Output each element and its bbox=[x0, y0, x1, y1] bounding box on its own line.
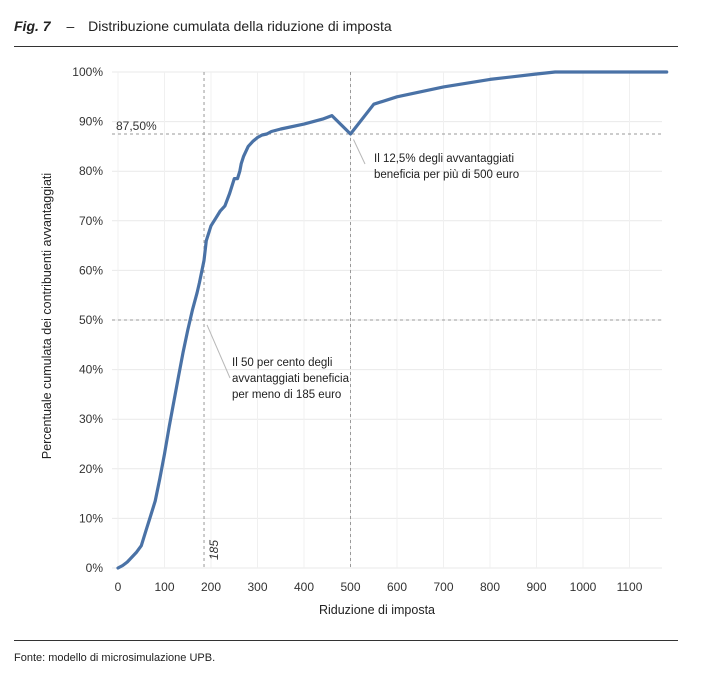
p875-y-label: 87,50% bbox=[116, 119, 157, 133]
figure-source: Fonte: modello di microsimulazione UPB. bbox=[14, 652, 216, 664]
x-tick-label: 300 bbox=[247, 580, 267, 594]
y-tick-label: 40% bbox=[79, 363, 103, 377]
median-annotation-line: avvantaggiati beneficia bbox=[232, 373, 350, 385]
p875-annotation-line: Il 12,5% degli avvantaggiati bbox=[374, 153, 514, 165]
x-tick-label: 800 bbox=[480, 580, 500, 594]
x-tick-label: 700 bbox=[433, 580, 453, 594]
x-tick-label: 900 bbox=[526, 580, 546, 594]
x-axis-title: Riduzione di imposta bbox=[319, 603, 435, 617]
y-tick-label: 100% bbox=[72, 65, 103, 79]
x-tick-label: 1100 bbox=[617, 580, 643, 594]
median-annotation-line: Il 50 per cento degli bbox=[232, 357, 332, 369]
figure-number: Fig. 7 bbox=[14, 18, 51, 34]
median-annotation-line: per meno di 185 euro bbox=[232, 389, 341, 401]
median-x-label: 185 bbox=[207, 540, 221, 560]
y-tick-label: 20% bbox=[79, 462, 103, 476]
footer-rule bbox=[14, 640, 678, 641]
x-tick-label: 200 bbox=[201, 580, 221, 594]
cumulative-distribution-line bbox=[116, 70, 669, 570]
y-tick-label: 80% bbox=[79, 164, 103, 178]
x-tick-label: 0 bbox=[115, 580, 122, 594]
y-tick-label: 0% bbox=[86, 561, 104, 575]
y-tick-label: 30% bbox=[79, 412, 103, 426]
x-tick-label: 100 bbox=[154, 580, 174, 594]
y-tick-label: 50% bbox=[79, 313, 103, 327]
x-tick-label: 400 bbox=[294, 580, 314, 594]
x-tick-label: 1000 bbox=[570, 580, 597, 594]
y-tick-label: 70% bbox=[79, 214, 103, 228]
p875-annotation-leader bbox=[353, 139, 366, 165]
figure-header: Fig. 7 – Distribuzione cumulata della ri… bbox=[14, 18, 678, 47]
figure-title: Distribuzione cumulata della riduzione d… bbox=[88, 18, 392, 34]
median-annotation-leader bbox=[206, 324, 231, 379]
y-tick-label: 10% bbox=[79, 511, 103, 525]
y-tick-label: 90% bbox=[79, 115, 103, 129]
chart-svg: 0% 10% 20% 30% 40% 50% 60% 70% 80% 90% 100% 0 100 200… bbox=[40, 65, 669, 617]
y-tick-label: 60% bbox=[79, 263, 103, 277]
p875-annotation-line: beneficia per più di 500 euro bbox=[374, 169, 519, 181]
y-axis-title: Percentuale cumulata dei contribuenti av… bbox=[40, 173, 54, 459]
x-tick-label: 600 bbox=[387, 580, 407, 594]
x-tick-label: 500 bbox=[340, 580, 360, 594]
figure-dash: – bbox=[66, 18, 75, 34]
